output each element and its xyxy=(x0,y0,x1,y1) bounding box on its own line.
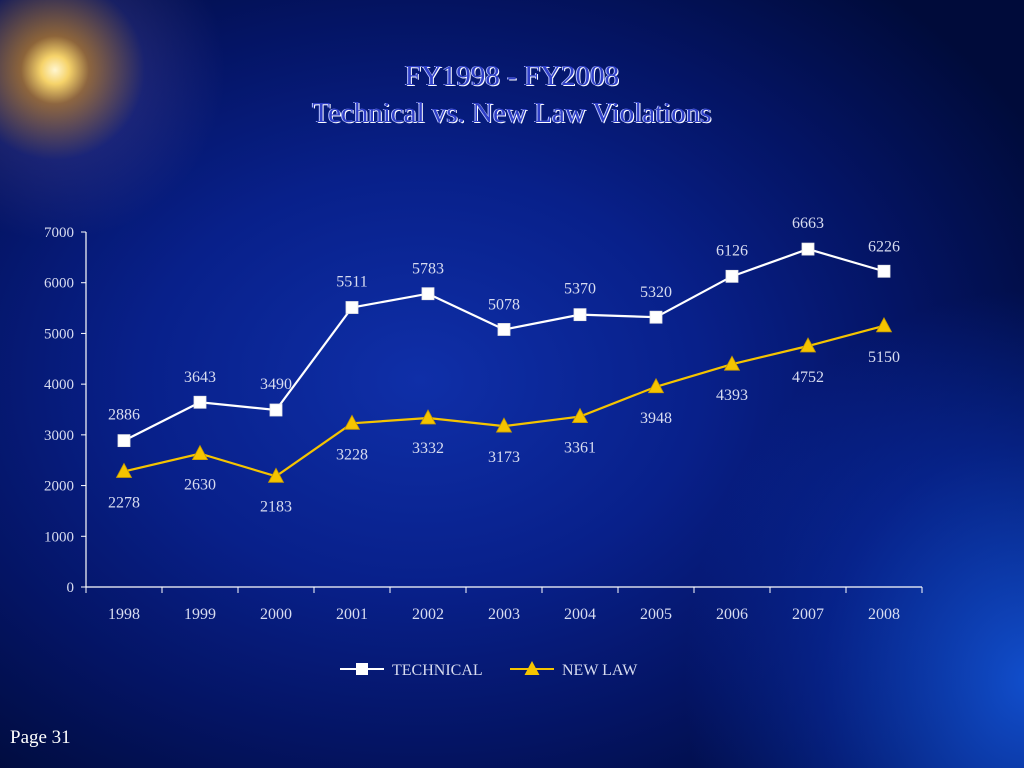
data-point-triangle xyxy=(723,355,741,371)
chart-data-labels: 2886 3643 3490 5511 5783 5078 5370 5320 6126 6663… xyxy=(108,215,900,515)
legend-technical-marker xyxy=(356,663,368,675)
legend-new-law-marker xyxy=(524,661,540,675)
data-point-square xyxy=(117,434,131,448)
y-tick-label: 0 xyxy=(67,580,75,596)
data-label: 2630 xyxy=(184,477,216,494)
x-tick-label: 2006 xyxy=(716,606,748,623)
data-label: 3490 xyxy=(260,376,292,393)
data-point-triangle xyxy=(799,337,817,353)
x-tick-label: 1998 xyxy=(108,606,140,623)
data-label: 5320 xyxy=(640,284,672,301)
data-label: 6126 xyxy=(716,242,748,259)
x-tick-label: 2000 xyxy=(260,606,292,623)
data-label: 3228 xyxy=(336,446,368,463)
data-point-triangle xyxy=(647,377,665,394)
y-tick-label: 6000 xyxy=(44,276,74,292)
data-point-triangle xyxy=(571,407,589,423)
data-label: 4393 xyxy=(716,387,748,404)
chart-axes: 0 1000 2000 3000 4000 5000 6000 7000 1998 1999 200… xyxy=(44,225,923,623)
data-point-square xyxy=(801,242,815,256)
data-point-square xyxy=(193,395,207,409)
title-line-1: FY1998 - FY2008 xyxy=(404,60,620,92)
y-tick-label: 1000 xyxy=(44,529,74,545)
data-label: 3948 xyxy=(640,410,672,427)
data-label: 6663 xyxy=(792,215,824,232)
title-line-2: Technical vs. New Law Violations xyxy=(312,97,712,129)
data-point-triangle xyxy=(419,409,437,425)
data-label: 5150 xyxy=(868,349,900,366)
page-number: Page 31 xyxy=(10,727,71,748)
data-label: 2886 xyxy=(108,407,140,424)
data-label: 6226 xyxy=(868,238,900,255)
data-point-triangle xyxy=(115,462,133,478)
x-tick-label: 2008 xyxy=(868,606,900,623)
data-label: 3361 xyxy=(564,440,596,457)
data-point-square xyxy=(573,308,587,322)
data-point-triangle xyxy=(267,467,285,483)
y-tick-label: 3000 xyxy=(44,428,74,444)
data-point-triangle xyxy=(343,414,361,430)
y-tick-label: 5000 xyxy=(44,326,74,342)
data-point-triangle xyxy=(495,417,513,433)
series-line-0 xyxy=(123,247,885,442)
chart-markers xyxy=(115,242,893,483)
data-label: 2183 xyxy=(260,498,292,515)
chart-legend: TECHNICAL NEW LAW xyxy=(340,661,638,679)
data-point-triangle xyxy=(875,316,893,333)
y-tick-label: 7000 xyxy=(44,225,74,241)
data-point-square xyxy=(421,287,435,301)
x-tick-label: 2001 xyxy=(336,606,368,623)
data-label: 4752 xyxy=(792,369,824,386)
x-tick-label: 1999 xyxy=(184,606,216,623)
data-point-square xyxy=(725,269,739,283)
data-label: 5078 xyxy=(488,296,520,313)
data-label: 3173 xyxy=(488,449,520,466)
data-point-square xyxy=(345,301,359,314)
data-label: 3332 xyxy=(412,440,444,457)
chart-title: FY1998 - FY2008 Technical vs. New Law Vi… xyxy=(0,58,1024,132)
data-label: 5511 xyxy=(336,274,367,291)
data-point-square xyxy=(497,323,511,336)
x-tick-label: 2003 xyxy=(488,606,520,623)
x-tick-label: 2005 xyxy=(640,606,672,623)
legend-new-law-label: NEW LAW xyxy=(562,662,638,679)
data-label: 2278 xyxy=(108,494,140,511)
x-tick-label: 2004 xyxy=(564,606,596,623)
data-label: 3643 xyxy=(184,369,216,386)
x-tick-label: 2002 xyxy=(412,606,444,623)
data-point-triangle xyxy=(191,444,209,461)
data-label: 5370 xyxy=(564,281,596,298)
y-tick-label: 2000 xyxy=(44,479,74,495)
data-label: 5783 xyxy=(412,261,444,278)
data-point-square xyxy=(269,403,283,417)
y-tick-label: 4000 xyxy=(44,377,74,393)
data-point-square xyxy=(877,264,891,278)
x-tick-label: 2007 xyxy=(792,606,824,623)
data-point-square xyxy=(649,310,663,324)
chart-series-lines xyxy=(123,247,885,478)
legend-technical-label: TECHNICAL xyxy=(392,662,483,679)
